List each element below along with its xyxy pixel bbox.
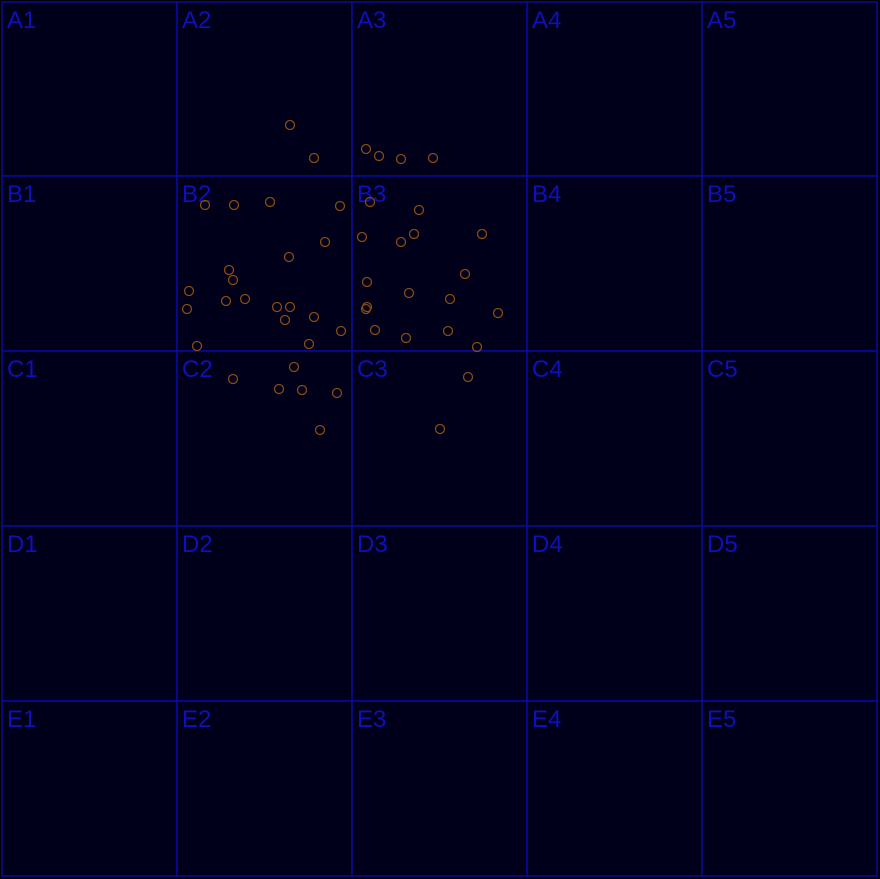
grid-cell-b4[interactable]: B4 (527, 176, 702, 351)
grid-cell-label: C3 (357, 356, 388, 383)
grid-cell-d5[interactable]: D5 (702, 526, 877, 701)
grid-cell-d1[interactable]: D1 (2, 526, 177, 701)
grid-cell-b1[interactable]: B1 (2, 176, 177, 351)
grid-cell-b3[interactable]: B3 (352, 176, 527, 351)
grid-cell-label: E5 (707, 706, 736, 733)
grid-cell-label: A4 (532, 7, 561, 34)
grid-cell-label: E4 (532, 706, 561, 733)
grid-cell-label: A1 (7, 7, 36, 34)
grid-cell-e5[interactable]: E5 (702, 701, 877, 876)
grid-cell-c3[interactable]: C3 (352, 351, 527, 526)
grid-cell-e3[interactable]: E3 (352, 701, 527, 876)
grid-cell-c2[interactable]: C2 (177, 351, 352, 526)
grid-cell-e1[interactable]: E1 (2, 701, 177, 876)
grid-cell-label: E2 (182, 706, 211, 733)
grid-cell-label: C5 (707, 356, 738, 383)
grid-cell-a3[interactable]: A3 (352, 2, 527, 176)
grid-cell-label: A5 (707, 7, 736, 34)
grid-cell-d4[interactable]: D4 (527, 526, 702, 701)
grid-cell-a1[interactable]: A1 (2, 2, 177, 176)
grid-cell-e4[interactable]: E4 (527, 701, 702, 876)
grid-cell-label: D4 (532, 531, 563, 558)
grid-cell-d2[interactable]: D2 (177, 526, 352, 701)
grid-cell-label: B4 (532, 181, 561, 208)
grid-cell-c1[interactable]: C1 (2, 351, 177, 526)
grid-cell-label: A2 (182, 7, 211, 34)
grid-cell-label: D2 (182, 531, 213, 558)
grid-cell-c4[interactable]: C4 (527, 351, 702, 526)
grid-cell-d3[interactable]: D3 (352, 526, 527, 701)
grid-cell-label: C4 (532, 356, 563, 383)
grid-cell-a5[interactable]: A5 (702, 2, 877, 176)
grid-cell-label: B1 (7, 181, 36, 208)
grid-cell-label: A3 (357, 7, 386, 34)
grid-cell-e2[interactable]: E2 (177, 701, 352, 876)
grid-cell-a4[interactable]: A4 (527, 2, 702, 176)
grid-cell-label: E1 (7, 706, 36, 733)
grid-cell-b5[interactable]: B5 (702, 176, 877, 351)
grid-cell-label: D1 (7, 531, 38, 558)
grid-cell-label: D3 (357, 531, 388, 558)
grid-cell-c5[interactable]: C5 (702, 351, 877, 526)
grid-cell-label: B5 (707, 181, 736, 208)
grid-cell-label: B3 (357, 181, 386, 208)
grid-cell-label: C1 (7, 356, 38, 383)
grid-cell-label: D5 (707, 531, 738, 558)
grid-cell-label: E3 (357, 706, 386, 733)
grid-cell-label: C2 (182, 356, 213, 383)
grid-cell-label: B2 (182, 181, 211, 208)
grid-cell-b2[interactable]: B2 (177, 176, 352, 351)
grid-cell-a2[interactable]: A2 (177, 2, 352, 176)
